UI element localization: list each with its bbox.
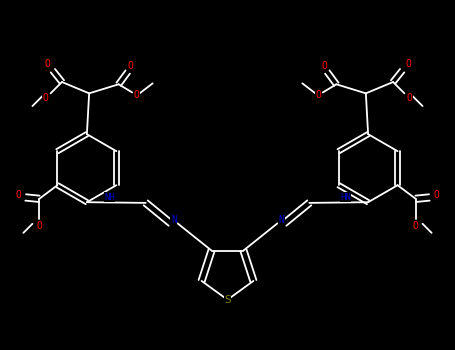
Text: O: O xyxy=(134,90,140,100)
Text: O: O xyxy=(315,90,321,100)
Text: O: O xyxy=(128,61,134,71)
Text: O: O xyxy=(44,59,50,69)
Text: O: O xyxy=(16,190,22,200)
Text: O: O xyxy=(407,93,413,103)
Text: O: O xyxy=(413,220,419,231)
Text: O: O xyxy=(36,220,42,231)
Text: HN: HN xyxy=(340,193,351,202)
Text: O: O xyxy=(42,93,48,103)
Text: O: O xyxy=(321,61,327,71)
Text: O: O xyxy=(433,190,439,200)
Text: O: O xyxy=(405,59,411,69)
Text: S: S xyxy=(224,295,231,305)
Text: N: N xyxy=(278,215,284,225)
Text: N: N xyxy=(171,215,177,225)
Text: NH: NH xyxy=(104,193,115,202)
